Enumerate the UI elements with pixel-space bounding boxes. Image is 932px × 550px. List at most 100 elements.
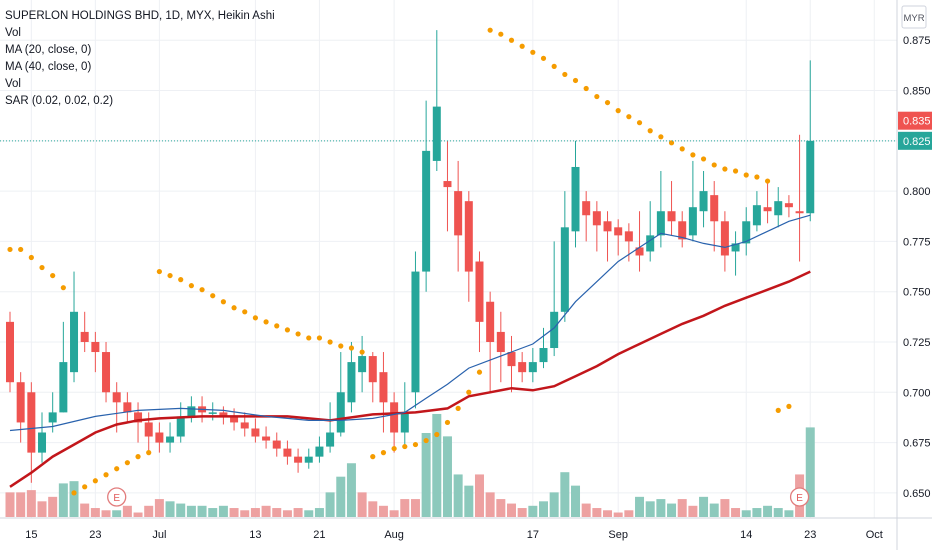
candle-body-37: [400, 412, 409, 433]
volume-bar-40: [432, 413, 442, 517]
volume-bar-72: [773, 508, 783, 517]
sar-dot-30: [327, 339, 333, 345]
volume-bar-19: [208, 508, 218, 517]
symbol-title[interactable]: SUPERLON HOLDINGS BHD, 1D, MYX, Heikin A…: [5, 10, 275, 22]
volume-bar-9: [101, 510, 111, 517]
volume-bar-36: [389, 510, 399, 517]
price-tick-3: 0.725: [903, 337, 931, 349]
candle-body-16: [176, 416, 185, 437]
sar-dot-62: [668, 140, 675, 146]
candle-body-3: [38, 432, 47, 453]
legend-ma40[interactable]: MA (40, close, 0): [5, 61, 92, 73]
sar-dot-59: [636, 120, 643, 126]
legend-ma20[interactable]: MA (20, close, 0): [5, 44, 92, 56]
time-axis[interactable]: 15 23 Jul 13 21 Aug 17 Sep 14 23 Oct: [0, 517, 932, 541]
time-tick-4: 21: [313, 529, 325, 541]
volume-bar-28: [304, 510, 314, 517]
volume-bar-41: [442, 436, 452, 517]
price-tick-0: 0.650: [903, 488, 931, 500]
legend-volume[interactable]: Vol: [5, 27, 21, 39]
sar-dot-21: [231, 305, 237, 311]
candle-body-8: [91, 341, 100, 353]
candle-body-25: [272, 440, 281, 449]
candle-body-6: [70, 311, 79, 373]
candle-body-73: [784, 203, 793, 208]
candle-body-27: [294, 456, 303, 463]
candle-body-24: [262, 436, 271, 441]
sar-dot-57: [615, 108, 621, 114]
price-tick-8: 0.850: [903, 86, 931, 98]
volume-bar-32: [346, 463, 356, 517]
candle-body-22: [240, 422, 249, 429]
ma20-line: [9, 214, 811, 432]
sar-dot-36: [391, 445, 397, 452]
volume-bar-57: [613, 512, 623, 517]
sar-dot-7: [82, 484, 88, 490]
sar-dot-32: [348, 345, 355, 351]
sar-dot-20: [220, 299, 226, 305]
candle-body-1: [16, 382, 25, 423]
volume-bar-16: [176, 503, 186, 517]
candle-body-70: [752, 205, 761, 226]
sar-dot-16: [178, 277, 184, 283]
candle-body-4: [48, 412, 57, 423]
sar-dot-22: [242, 309, 248, 315]
candle-body-36: [390, 402, 399, 433]
price-tick-4: 0.750: [903, 287, 931, 299]
candle-body-2: [27, 392, 36, 453]
volume-bar-63: [677, 499, 687, 517]
candle-body-64: [688, 207, 697, 236]
candle-body-68: [731, 243, 740, 252]
candle-body-51: [550, 311, 559, 349]
sar-dot-48: [519, 43, 525, 49]
volume-bar-23: [250, 508, 260, 517]
legend-volume-2[interactable]: Vol: [5, 78, 21, 90]
sar-dot-69: [743, 172, 749, 178]
volume-bar-73: [784, 510, 794, 517]
sar-dot-35: [380, 450, 387, 456]
currency-box: [901, 5, 927, 29]
parabolic-sar: [7, 27, 792, 496]
volume-bar-5: [58, 483, 68, 517]
volume-bar-54: [581, 503, 591, 517]
volume-bar-3: [37, 501, 47, 517]
currency-label: MYR: [903, 13, 924, 24]
sar-dot-50: [540, 55, 547, 61]
volume-bar-69: [741, 510, 751, 517]
sar-dot-27: [295, 331, 301, 337]
candle-body-29: [315, 446, 324, 457]
price-tick-5: 0.775: [903, 236, 931, 248]
candle-body-55: [592, 211, 601, 226]
price-tick-6: 0.800: [903, 186, 931, 198]
volume-bar-66: [709, 503, 719, 517]
earnings-marker-1: [789, 487, 810, 507]
candle-body-31: [336, 392, 345, 433]
volume-bar-33: [357, 492, 367, 517]
candle-body-50: [539, 348, 548, 363]
candlesticks: [6, 30, 815, 483]
sar-dot-24: [263, 319, 269, 325]
price-label-1: 0.825: [903, 136, 931, 148]
volume-bar-17: [186, 505, 196, 517]
sar-dot-33: [359, 349, 365, 355]
volume-bar-30: [325, 492, 335, 517]
candle-body-74: [795, 211, 804, 214]
legend-sar[interactable]: SAR (0.02, 0.02, 0.2): [5, 95, 114, 107]
sar-dot-47: [508, 37, 515, 43]
earnings-marker-0: [107, 487, 127, 507]
volume-bar-15: [165, 501, 175, 517]
sar-dot-49: [530, 49, 536, 55]
volume-bar-49: [528, 505, 538, 517]
price-tick-2: 0.700: [903, 387, 931, 399]
chart-legend: SUPERLON HOLDINGS BHD, 1D, MYX, Heikin A…: [5, 8, 275, 110]
time-tick-3: 13: [249, 529, 261, 541]
candle-body-23: [251, 428, 260, 437]
volume-bar-14: [154, 499, 164, 517]
candle-body-38: [411, 271, 420, 393]
candle-body-34: [368, 356, 377, 383]
time-tick-8: 14: [740, 529, 752, 541]
volume-bar-43: [464, 485, 474, 517]
sar-dot-43: [466, 389, 472, 395]
